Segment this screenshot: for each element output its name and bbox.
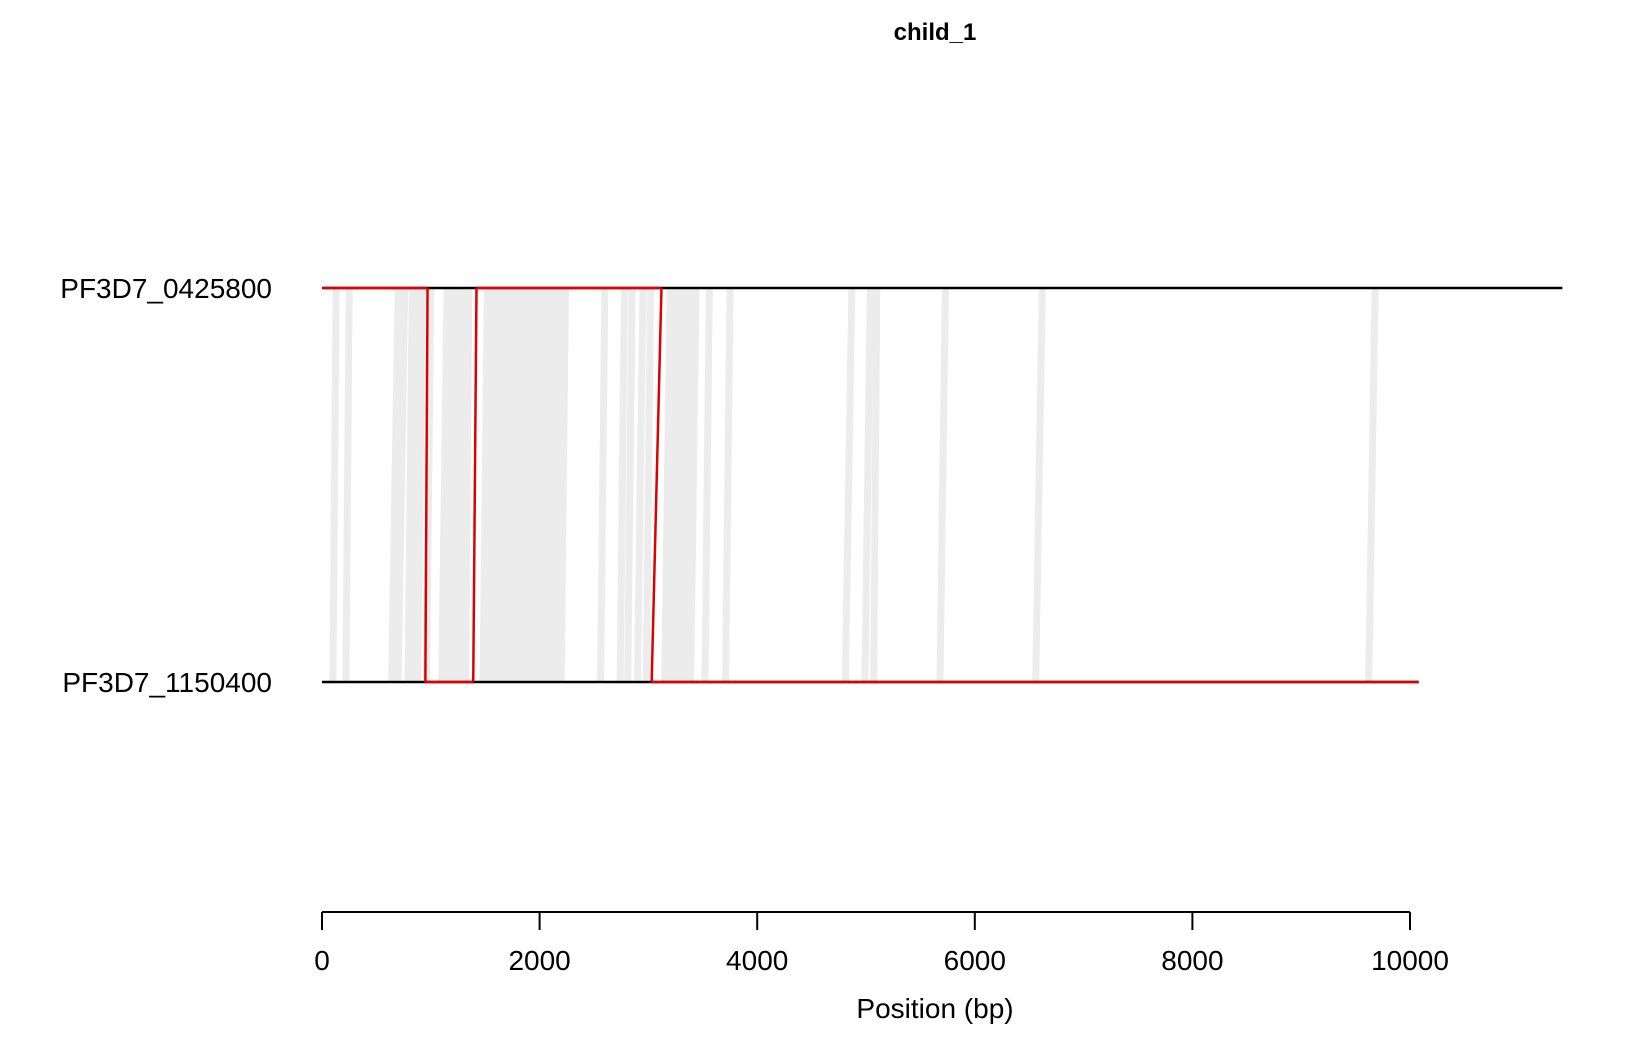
recombination-path [322,286,1419,684]
alignment-link [634,287,647,683]
recombination-segment [650,287,663,683]
alignment-band [480,288,569,682]
recombination-segment [471,287,478,683]
alignment-band [441,288,470,682]
alignment-link [404,287,416,683]
alignment-link [616,287,628,683]
alignment-link [414,287,426,683]
x-tick-label: 6000 [944,945,1006,976]
alignment-link [870,287,881,683]
alignment-link [342,287,353,683]
x-tick-label: 10000 [1371,945,1449,976]
sequence-label: PF3D7_0425800 [60,273,272,304]
x-axis: 0 2000 4000 6000 8000 10000 [314,911,1449,976]
chart-title: child_1 [894,19,977,46]
x-tick-label: 0 [314,945,330,976]
x-tick-label: 8000 [1161,945,1223,976]
alignment-link [1032,287,1046,683]
alignment-link [597,287,609,683]
alignment-link [388,287,402,683]
x-tick-label: 4000 [726,945,788,976]
alignment-link [722,287,734,683]
alignment-link [329,287,340,683]
alignment-links [329,287,1379,683]
alignment-link [936,287,949,683]
alignment-link [422,287,435,683]
alignment-link [624,287,636,683]
x-tick-label: 2000 [508,945,570,976]
alignment-link [409,287,422,683]
alignment-link [861,287,874,683]
recombination-segment [424,287,429,683]
alignment-link [642,287,655,683]
alignment-link [701,287,713,683]
alignment-link [394,287,409,683]
sequence-label: PF3D7_1150400 [62,667,272,698]
alignment-band [662,288,700,682]
x-axis-title: Position (bp) [856,993,1013,1024]
alignment-link [1365,287,1379,683]
alignment-link [841,287,856,683]
labels: PF3D7_0425800 PF3D7_1150400 Position (bp) c… [60,19,1013,1024]
